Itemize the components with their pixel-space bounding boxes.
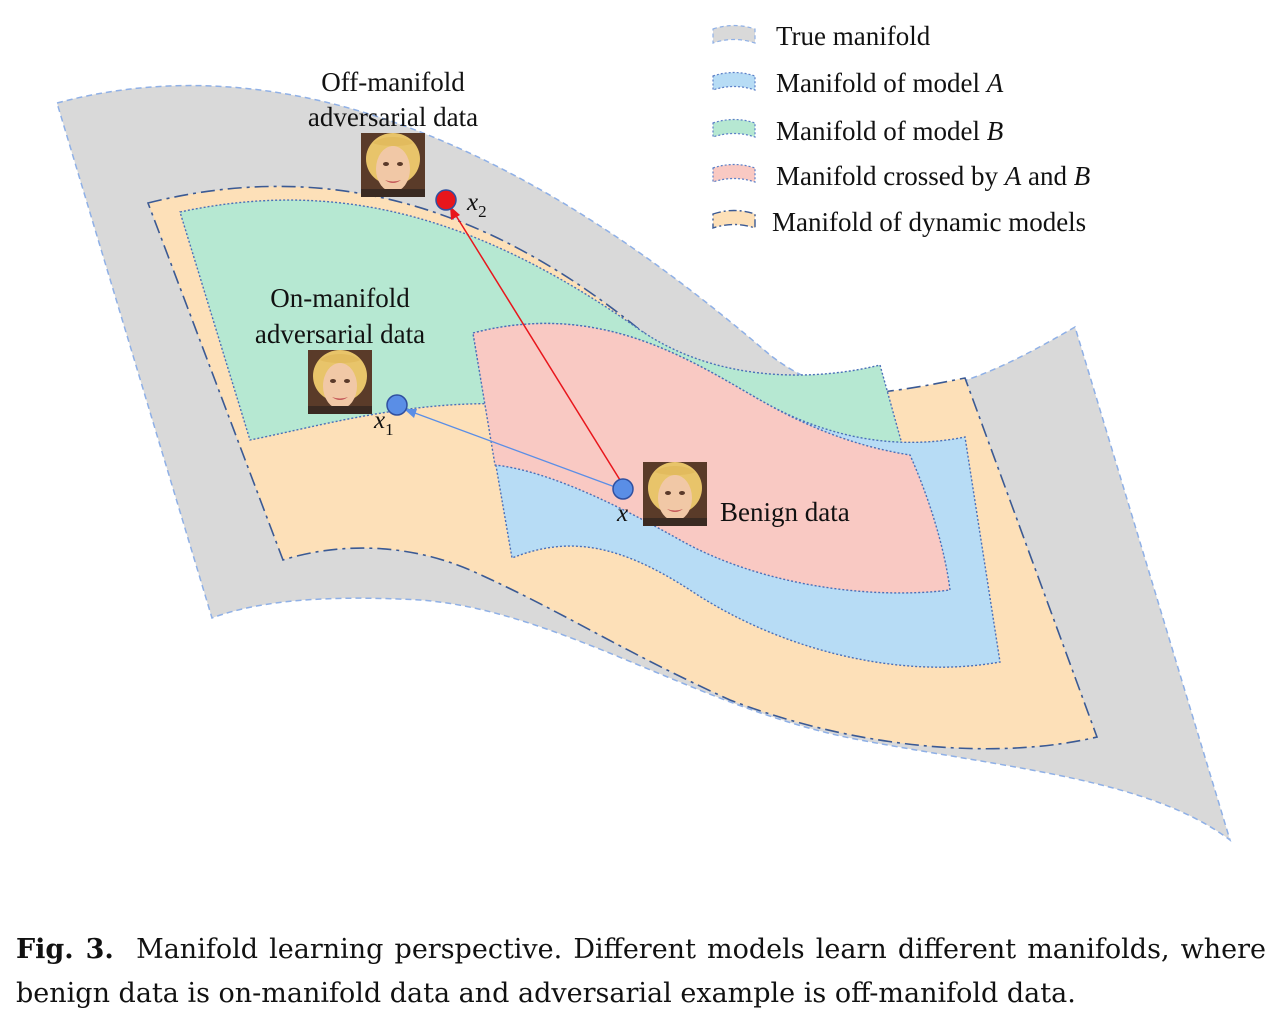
x-label: x <box>616 500 628 527</box>
x2-label: x2 <box>466 189 487 221</box>
legend-label-model-b: Manifold of model B <box>776 116 1003 146</box>
off-manifold-label-line1: Off-manifold <box>321 67 465 97</box>
point-x1 <box>386 394 408 416</box>
caption-text: Manifold learning perspective. Different… <box>16 934 1267 1009</box>
legend: True manifold Manifold of model A Manifo… <box>712 21 1090 237</box>
on-manifold-label-line1: On-manifold <box>270 283 410 313</box>
crossed-ab-region <box>472 322 951 594</box>
face-thumbnail-icon <box>361 133 425 197</box>
legend-swatch-model-b <box>712 118 756 138</box>
arrow-benign-to-x1 <box>403 408 616 488</box>
manifold-diagram: Off-manifold adversarial data On-manifol… <box>56 21 1232 842</box>
caption-label: Fig. 3. <box>16 934 114 965</box>
off-manifold-label-line2: adversarial data <box>308 102 478 132</box>
legend-swatch-true-manifold <box>712 24 756 44</box>
legend-swatch-model-a <box>712 71 756 91</box>
face-thumbnail-icon <box>308 350 372 414</box>
legend-swatch-dynamic-models <box>712 209 756 229</box>
point-x <box>612 478 634 500</box>
arrow-benign-to-x2 <box>449 205 621 481</box>
figure-caption: Fig. 3. Manifold learning perspective. D… <box>16 928 1266 1016</box>
legend-label-dynamic-models: Manifold of dynamic models <box>772 207 1086 237</box>
face-thumbnail-icon <box>643 462 707 526</box>
x1-label: x1 <box>373 407 394 439</box>
legend-label-model-a: Manifold of model A <box>776 68 1004 98</box>
legend-label-crossed-ab: Manifold crossed by A and B <box>776 161 1090 191</box>
benign-data-label: Benign data <box>720 497 850 527</box>
legend-swatch-crossed-ab <box>712 163 756 183</box>
on-manifold-label-line2: adversarial data <box>255 319 425 349</box>
point-x2 <box>435 189 457 211</box>
legend-label-true-manifold: True manifold <box>776 21 931 51</box>
